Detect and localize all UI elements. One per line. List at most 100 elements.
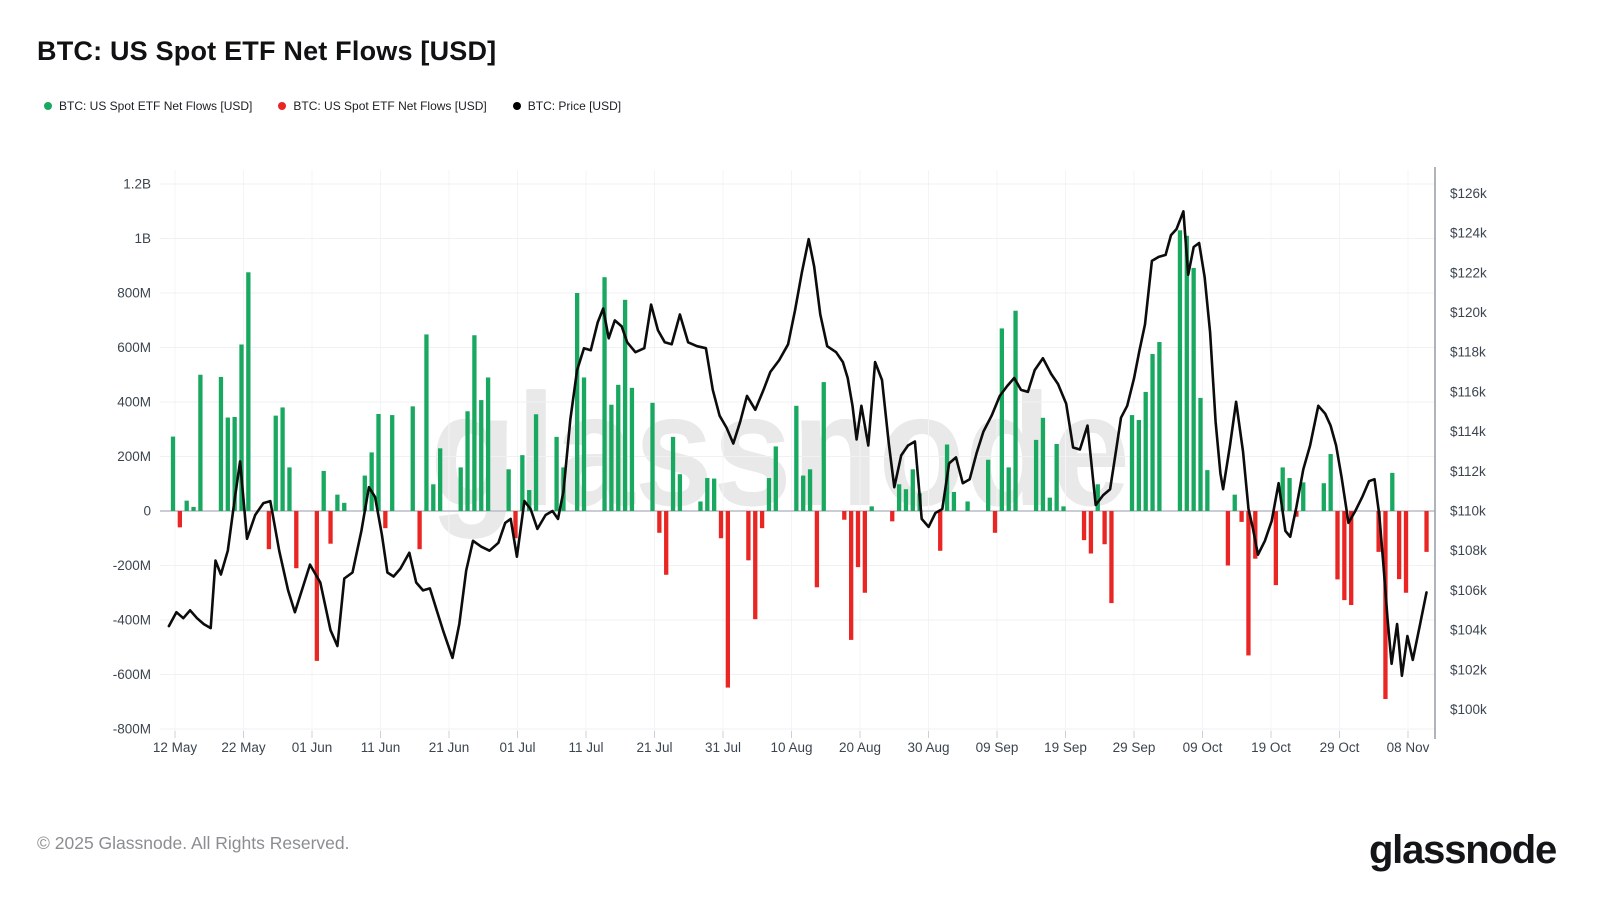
outflow-bar (1109, 511, 1114, 604)
outflow-bar (1225, 511, 1231, 566)
outflow-bar (1376, 511, 1381, 552)
outflow-bar (314, 511, 319, 661)
svg-text:$104k: $104k (1450, 623, 1487, 638)
svg-text:21 Jun: 21 Jun (429, 740, 470, 755)
svg-text:$108k: $108k (1450, 543, 1487, 558)
svg-text:29 Oct: 29 Oct (1320, 740, 1360, 755)
inflow-bar (1143, 391, 1148, 511)
outflow-bar (383, 511, 388, 529)
svg-text:400M: 400M (117, 395, 151, 410)
outflow-bar (513, 511, 518, 539)
outflow-bar (746, 511, 751, 561)
inflow-bar (410, 406, 415, 511)
outflow-bar (266, 511, 272, 550)
x-grid-and-labels: 12 May 22 May 01 Jun 11 Jun 21 Jun 01 Jul 11 J… (153, 170, 1430, 755)
svg-text:1B: 1B (134, 231, 151, 246)
svg-text:$100k: $100k (1450, 702, 1487, 717)
svg-text:22 May: 22 May (221, 740, 266, 755)
inflow-bar (1040, 417, 1046, 511)
outflow-bar (664, 511, 669, 575)
svg-text:600M: 600M (117, 340, 151, 355)
inflow-bar (362, 475, 367, 511)
svg-text:19 Sep: 19 Sep (1044, 740, 1087, 755)
legend-item-outflows[interactable]: BTC: US Spot ETF Net Flows [USD] (278, 99, 487, 113)
inflow-bar (520, 455, 525, 511)
svg-text:11 Jun: 11 Jun (361, 740, 401, 755)
inflow-bar (1287, 478, 1292, 511)
svg-text:01 Jul: 01 Jul (499, 740, 535, 755)
svg-text:31 Jul: 31 Jul (705, 740, 741, 755)
inflow-bar (1047, 497, 1052, 511)
inflow-bar (527, 490, 532, 511)
outflow-bar (938, 511, 943, 551)
svg-text:01 Jun: 01 Jun (292, 740, 333, 755)
legend-item-price[interactable]: BTC: Price [USD] (512, 99, 622, 113)
svg-text:-600M: -600M (113, 667, 151, 682)
chart-legend: BTC: US Spot ETF Net Flows [USD] BTC: US… (44, 99, 621, 113)
outflow-dot-icon (278, 102, 287, 110)
inflow-bar (1150, 354, 1155, 511)
inflow-bar (609, 404, 614, 511)
inflow-dot-icon (44, 102, 52, 110)
price-dot-icon (512, 102, 521, 110)
inflow-bar (198, 374, 203, 511)
inflow-bar (999, 328, 1004, 511)
outflow-bar (718, 511, 724, 539)
inflow-bar (903, 489, 909, 511)
price-line[interactable] (167, 210, 1428, 678)
inflow-bar (218, 376, 224, 511)
svg-text:$114k: $114k (1450, 424, 1486, 439)
inflow-bar (1390, 472, 1395, 511)
inflow-bar (1205, 470, 1210, 511)
inflow-bar (438, 448, 443, 511)
inflow-bar (506, 469, 511, 511)
svg-text:$126k: $126k (1450, 186, 1487, 201)
inflow-bar (1301, 482, 1306, 511)
inflow-bar (1321, 483, 1326, 511)
outflow-bar (814, 511, 820, 588)
inflow-bar (287, 467, 292, 511)
inflow-bar (1033, 439, 1039, 511)
inflow-bar (616, 384, 621, 511)
inflow-bar (650, 402, 655, 511)
inflow-bar (239, 344, 244, 511)
svg-text:09 Oct: 09 Oct (1183, 740, 1223, 755)
svg-text:10 Aug: 10 Aug (770, 740, 812, 755)
inflow-bar (1136, 419, 1141, 511)
inflow-bar (951, 491, 957, 511)
inflow-bar (273, 415, 278, 511)
svg-text:1.2B: 1.2B (123, 177, 151, 192)
outflow-bar (890, 511, 895, 522)
inflow-bar (896, 484, 902, 511)
inflow-bar (1061, 506, 1066, 511)
glassnode-watermark: glassnode (430, 360, 1130, 539)
inflow-bar (1129, 415, 1135, 511)
legend-label: BTC: Price [USD] (527, 99, 622, 113)
inflow-bar (184, 500, 189, 511)
svg-text:800M: 800M (117, 286, 151, 301)
inflow-bar (575, 293, 580, 511)
inflow-bar (1280, 467, 1285, 511)
inflow-bar (1157, 342, 1162, 511)
inflow-bar (1198, 397, 1203, 511)
outflow-bar (992, 511, 998, 533)
inflow-bar (390, 415, 395, 511)
inflow-bar (472, 335, 477, 511)
inflow-bar (677, 474, 683, 511)
inflow-bar (1095, 484, 1100, 511)
outflow-bar (328, 511, 333, 544)
legend-label: BTC: US Spot ETF Net Flows [USD] (59, 99, 253, 113)
inflow-bar (801, 475, 806, 511)
outflow-bar (1088, 511, 1094, 554)
flow-axis-grid-and-labels: 1.2B 1B 800M 600M 400M 200M 0 -200M -400M -600M -8… (113, 177, 1435, 737)
inflow-bar (1232, 494, 1237, 511)
outflow-bar (842, 511, 847, 520)
inflow-bar (622, 299, 628, 511)
legend-item-inflows[interactable]: BTC: US Spot ETF Net Flows [USD] (44, 99, 252, 113)
svg-text:$116k: $116k (1450, 384, 1486, 399)
inflow-bar (1013, 310, 1018, 511)
svg-text:12 May: 12 May (153, 740, 198, 755)
outflow-bar (1246, 511, 1251, 656)
